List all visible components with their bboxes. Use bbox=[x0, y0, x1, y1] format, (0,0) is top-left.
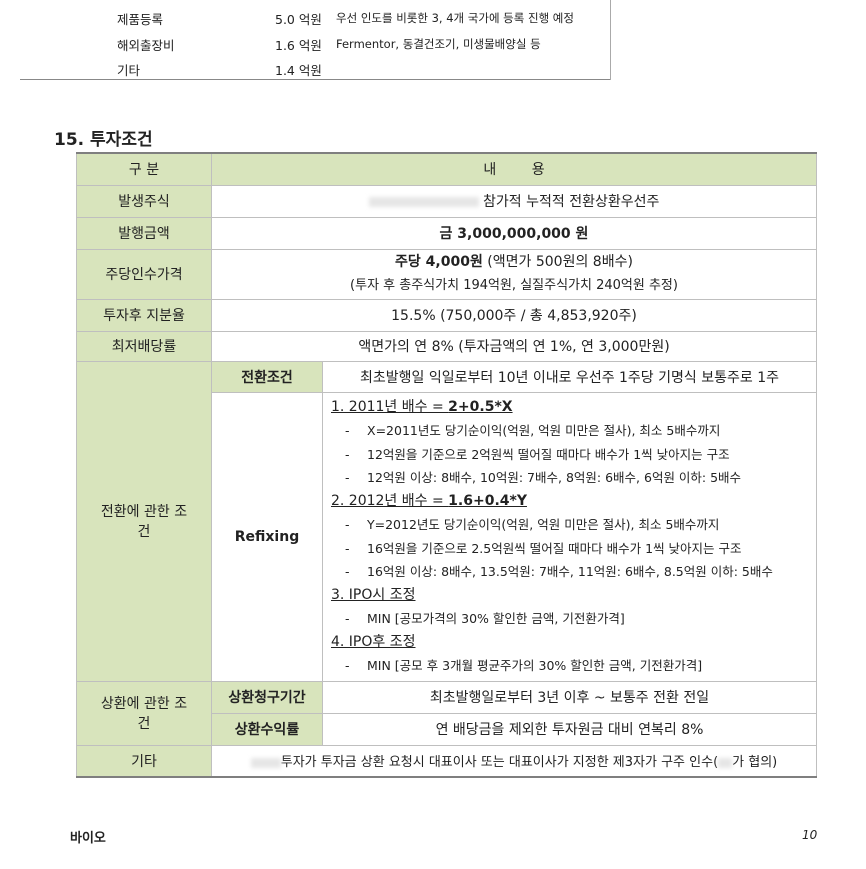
sub-label: 상환청구기간 bbox=[211, 680, 323, 714]
budget-amount: 1.4 억원 bbox=[275, 63, 322, 78]
table-row: 주당인수가격 주당 4,000원 (액면가 500원의 8배수) (투자 후 총… bbox=[76, 248, 817, 300]
refix-detail: 16억원 이상: 8배수, 13.5억원: 7배수, 11억원: 6배수, 8.… bbox=[331, 560, 808, 584]
row-value: 주당 4,000원 (액면가 500원의 8배수) (투자 후 총주식가치 19… bbox=[211, 248, 817, 300]
table-row: 상환수익률 연 배당금을 제외한 투자원금 대비 연복리 8% bbox=[77, 712, 817, 746]
other-text: 투자가 투자금 상환 요청시 대표이사 또는 대표이사가 지정한 제3자가 구주… bbox=[280, 755, 719, 771]
row-value: 투자가 투자금 상환 요청시 대표이사 또는 대표이사가 지정한 제3자가 구주… bbox=[211, 744, 817, 778]
row-label: 전환에 관한 조건 bbox=[76, 360, 212, 682]
table-row: 기타 투자가 투자금 상환 요청시 대표이사 또는 대표이사가 지정한 제3자가… bbox=[76, 744, 817, 778]
refix-text: 12억원을 기준으로 2억원씩 떨어질 때마다 배수가 1씩 낮아지는 구조 bbox=[367, 446, 730, 462]
refix-text: 16억원 이상: 8배수, 13.5억원: 7배수, 11억원: 6배수, 8.… bbox=[367, 564, 773, 579]
budget-item: 기타 bbox=[117, 63, 141, 78]
budget-amount: 5.0 억원 bbox=[275, 12, 322, 27]
refix-detail: 12억원을 기준으로 2억원씩 떨어질 때마다 배수가 1씩 낮아지는 구조 bbox=[331, 443, 808, 467]
row-value: 금 3,000,000,000 원 bbox=[211, 216, 817, 250]
stock-type: 참가적 누적적 전환상환우선주 bbox=[483, 194, 660, 210]
budget-amount: 1.6 억원 bbox=[275, 38, 322, 53]
budget-item: 제품등록 bbox=[117, 12, 164, 27]
table-row: 전환에 관한 조건 전환조건 최초발행일 익일로부터 10년 이내로 우선주 1… bbox=[76, 360, 817, 682]
table-header: 구 분 내 용 bbox=[76, 152, 817, 186]
refix-text: MIN [공모 후 3개월 평균주가의 30% 할인한 금액, 기전환가격] bbox=[367, 658, 703, 673]
refix-text: 16억원을 기준으로 2.5억원씩 떨어질 때마다 배수가 1씩 낮아지는 구조 bbox=[367, 540, 742, 556]
refix-text: 3. IPO시 조정 bbox=[331, 586, 416, 603]
budget-note: Fermentor, 동결건조기, 미생물배양실 등 bbox=[336, 37, 541, 51]
header-category: 구 분 bbox=[76, 152, 212, 186]
price-note: (투자 후 총주식가치 194억원, 실질주식가치 240억원 추정) bbox=[350, 278, 678, 293]
refix-text: 12억원 이상: 8배수, 10억원: 7배수, 8억원: 6배수, 6억원 이… bbox=[367, 470, 742, 485]
row-label: 발생주식 bbox=[76, 184, 212, 218]
footer-company: 바이오 bbox=[70, 831, 106, 846]
table-row: 상환에 관한 조건 상환청구기간 최초발행일로부터 3년 이후 ~ 보통주 전환… bbox=[76, 680, 817, 746]
row-label: 상환에 관한 조건 bbox=[76, 680, 212, 746]
refixing-details: 1. 2011년 배수 = 2+0.5*X X=2011년도 당기순이익(억원, … bbox=[322, 391, 817, 682]
table-row: 최저배당률 액면가의 연 8% (투자금액의 연 1%, 연 3,000만원) bbox=[76, 330, 817, 362]
redacted-text bbox=[368, 197, 479, 207]
sub-label: 전환조건 bbox=[211, 360, 323, 393]
refix-text: 1. 2011년 배수 = bbox=[331, 398, 449, 415]
table-row: Refixing 1. 2011년 배수 = 2+0.5*X X=2011년도 당… bbox=[77, 391, 817, 682]
row-value: 참가적 누적적 전환상환우선주 bbox=[211, 184, 817, 218]
row-label: 최저배당률 bbox=[76, 330, 212, 362]
refix-detail: MIN [공모가격의 30% 할인한 금액, 기전환가격] bbox=[331, 607, 808, 631]
sub-label: 상환수익률 bbox=[211, 712, 323, 746]
budget-note: 우선 인도를 비롯한 3, 4개 국가에 등록 진행 예정 bbox=[336, 11, 574, 25]
refix-text: X=2011년도 당기순이익(억원, 억원 미만은 절사), 최소 5배수까지 bbox=[367, 423, 721, 438]
investment-terms-table: 구 분 내 용 발생주식 참가적 누적적 전환상환우선주 발행금액 금 3,00… bbox=[76, 152, 817, 778]
refix-detail: MIN [공모 후 3개월 평균주가의 30% 할인한 금액, 기전환가격] bbox=[331, 654, 808, 678]
row-value: 최초발행일 익일로부터 10년 이내로 우선주 1주당 기명식 보통주로 1주 bbox=[322, 360, 817, 393]
section-title: 15. 투자조건 bbox=[54, 130, 153, 150]
refix-heading: 3. IPO시 조정 bbox=[331, 584, 808, 608]
price-rest: (액면가 500원의 8배수) bbox=[482, 254, 633, 270]
row-label: 발행금액 bbox=[76, 216, 212, 250]
budget-table-fragment: 제품등록 5.0 억원 우선 인도를 비롯한 3, 4개 국가에 등록 진행 예… bbox=[0, 0, 866, 80]
table-row: 발행금액 금 3,000,000,000 원 bbox=[76, 216, 817, 250]
row-label: 기타 bbox=[76, 744, 212, 778]
row-value: 15.5% (750,000주 / 총 4,853,920주) bbox=[211, 298, 817, 332]
table-row: 투자후 지분율 15.5% (750,000주 / 총 4,853,920주) bbox=[76, 298, 817, 332]
row-value: 연 배당금을 제외한 투자원금 대비 연복리 8% bbox=[322, 712, 817, 746]
refix-text: Y=2012년도 당기순이익(억원, 억원 미만은 절사), 최소 5배수까지 bbox=[367, 517, 720, 532]
refix-detail: Y=2012년도 당기순이익(억원, 억원 미만은 절사), 최소 5배수까지 bbox=[331, 513, 808, 537]
row-value: 액면가의 연 8% (투자금액의 연 1%, 연 3,000만원) bbox=[211, 330, 817, 362]
redacted-text bbox=[718, 757, 733, 768]
refix-formula: 2+0.5*X bbox=[448, 398, 513, 415]
sub-label: Refixing bbox=[211, 391, 323, 682]
table-row: 발생주식 참가적 누적적 전환상환우선주 bbox=[76, 184, 817, 218]
other-text-end: 가 협의) bbox=[732, 755, 778, 771]
refix-text: 2. 2012년 배수 = bbox=[331, 492, 449, 509]
refix-detail: X=2011년도 당기순이익(억원, 억원 미만은 절사), 최소 5배수까지 bbox=[331, 419, 808, 443]
header-content: 내 용 bbox=[211, 152, 817, 186]
divider bbox=[20, 79, 611, 80]
refix-detail: 12억원 이상: 8배수, 10억원: 7배수, 8억원: 6배수, 6억원 이… bbox=[331, 466, 808, 490]
refix-heading: 1. 2011년 배수 = 2+0.5*X bbox=[331, 396, 808, 420]
refix-heading: 2. 2012년 배수 = 1.6+0.4*Y bbox=[331, 490, 808, 514]
budget-item: 해외출장비 bbox=[117, 38, 175, 53]
divider bbox=[610, 0, 611, 80]
redacted-text bbox=[250, 757, 281, 768]
row-label: 주당인수가격 bbox=[76, 248, 212, 300]
row-value: 최초발행일로부터 3년 이후 ~ 보통주 전환 전일 bbox=[322, 680, 817, 714]
price-bold: 주당 4,000원 bbox=[395, 254, 483, 270]
refix-text: 4. IPO후 조정 bbox=[331, 633, 416, 650]
refix-heading: 4. IPO후 조정 bbox=[331, 631, 808, 655]
refix-text: MIN [공모가격의 30% 할인한 금액, 기전환가격] bbox=[367, 611, 625, 626]
page-number: 10 bbox=[802, 828, 818, 842]
refix-detail: 16억원을 기준으로 2.5억원씩 떨어질 때마다 배수가 1씩 낮아지는 구조 bbox=[331, 537, 808, 561]
refix-formula: 1.6+0.4*Y bbox=[448, 492, 527, 509]
row-label: 투자후 지분율 bbox=[76, 298, 212, 332]
